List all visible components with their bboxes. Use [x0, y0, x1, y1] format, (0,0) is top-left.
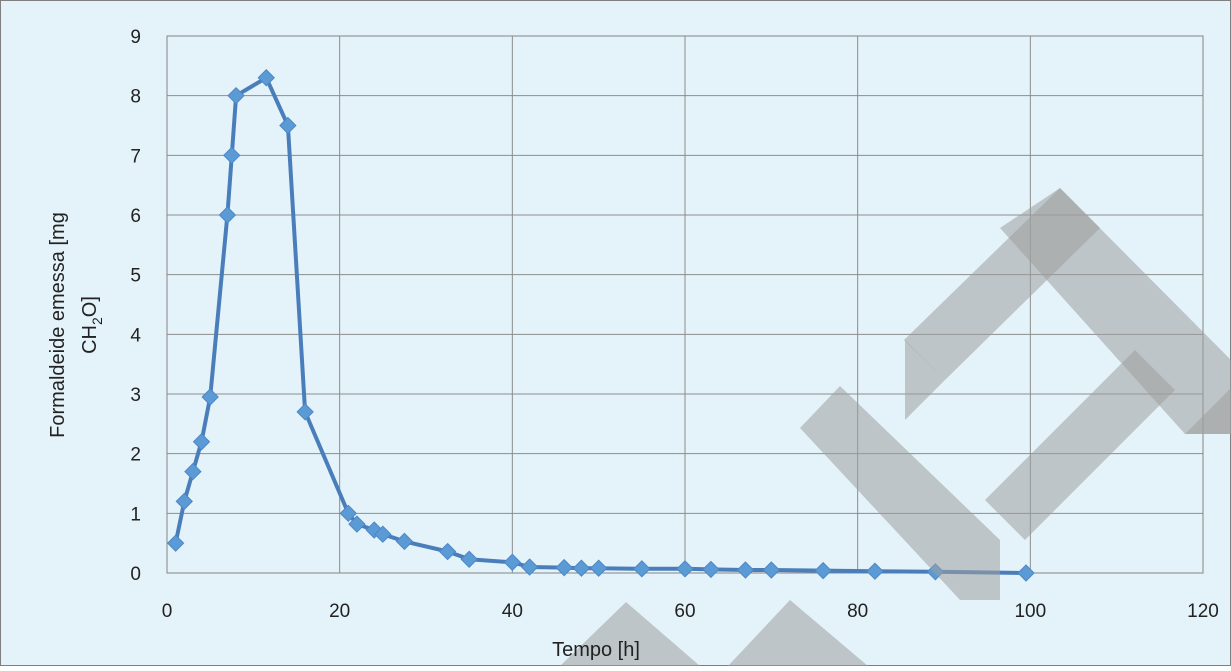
y-tick-label: 0: [130, 564, 141, 585]
watermark-stroke: [985, 350, 1175, 540]
data-point: [192, 433, 211, 451]
data-point: [1017, 564, 1035, 582]
x-tick-label: 0: [162, 601, 173, 622]
y-tick-label: 9: [130, 27, 141, 48]
watermark-stroke: [1000, 188, 1231, 434]
data-point: [460, 550, 478, 568]
data-point: [348, 515, 366, 533]
tick-labels: 0 1 2 3 4 5 6 7 8 9 0 20 40 60 80 100 120: [130, 27, 1218, 622]
x-tick-label: 100: [1014, 601, 1046, 622]
data-point: [702, 560, 720, 579]
y-tick-label: 8: [130, 87, 141, 108]
watermark-stroke: [560, 602, 700, 666]
data-point: [339, 504, 358, 523]
x-tick-label: 40: [502, 601, 523, 622]
y-tick-label: 5: [130, 266, 141, 287]
data-point: [762, 561, 781, 579]
data-point: [438, 542, 457, 561]
watermark-stroke: [1185, 388, 1231, 434]
data-point: [374, 525, 392, 543]
y-tick-label: 2: [130, 445, 141, 466]
x-tick-label: 20: [329, 601, 350, 622]
data-point: [223, 146, 241, 165]
data-point: [279, 116, 297, 135]
y-tick-label: 3: [130, 385, 141, 406]
watermark-stroke: [800, 386, 1000, 600]
data-point: [218, 206, 237, 224]
data-point: [814, 561, 832, 580]
y-axis-title-line2: CH2O]: [79, 296, 105, 354]
y-axis-title-o: O]: [79, 296, 101, 317]
y-tick-label: 7: [130, 146, 141, 167]
x-tick-label: 60: [674, 601, 695, 622]
data-point: [201, 388, 219, 406]
x-axis-title: Tempo [h]: [552, 639, 640, 661]
y-axis-title: Formaldeide emessa [mg CH2O]: [47, 212, 105, 438]
y-axis-title-line1: Formaldeide emessa [mg: [47, 212, 69, 438]
data-point: [503, 553, 522, 571]
y-tick-label: 4: [130, 325, 141, 346]
watermark-stroke: [728, 600, 868, 666]
watermark-stroke: [905, 340, 945, 420]
x-tick-label: 80: [847, 601, 868, 622]
data-point: [589, 559, 608, 577]
x-tick-label: 120: [1187, 601, 1219, 622]
data-point: [175, 492, 193, 511]
data-point: [633, 560, 651, 578]
data-point: [520, 558, 539, 576]
data-series: [166, 69, 1035, 582]
data-point: [166, 534, 185, 552]
data-point: [184, 462, 202, 481]
y-tick-label: 1: [130, 504, 141, 525]
data-point: [257, 69, 275, 87]
y-axis-title-subscript: 2: [89, 317, 105, 325]
watermark: [560, 188, 1231, 666]
data-point: [736, 561, 755, 579]
data-point: [555, 558, 573, 577]
data-point: [227, 86, 245, 105]
data-point: [395, 532, 414, 551]
data-point: [296, 403, 314, 421]
data-point: [572, 559, 591, 577]
y-tick-label: 6: [130, 206, 141, 227]
data-point: [676, 560, 694, 578]
y-axis-title-ch: CH: [79, 325, 101, 354]
data-point: [866, 562, 884, 580]
